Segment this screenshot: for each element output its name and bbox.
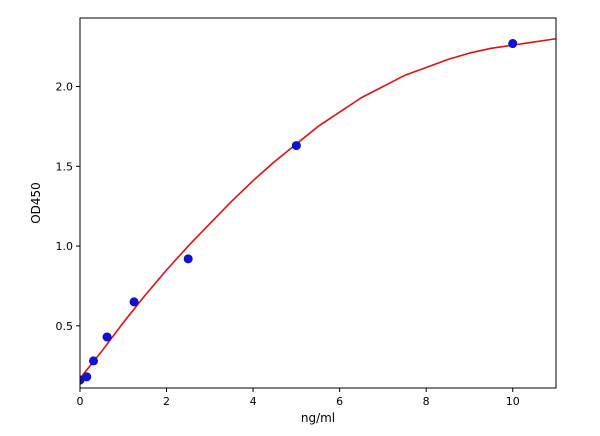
fit-curve <box>80 37 556 379</box>
data-point <box>508 39 518 49</box>
y-tick-label: 1.5 <box>56 160 74 173</box>
data-point <box>183 254 193 264</box>
data-point <box>129 297 139 307</box>
plot-frame <box>79 17 557 389</box>
plot-area <box>80 37 556 385</box>
x-tick-label: 0 <box>77 395 84 408</box>
axes: 0 2 4 6 8 10 0.5 1.0 1.5 2.0 <box>56 17 557 408</box>
y-tick-label: 2.0 <box>56 81 74 94</box>
y-tick-label: 1.0 <box>56 240 74 253</box>
x-axis-label: ng/ml <box>301 411 335 425</box>
x-tick-label: 8 <box>423 395 430 408</box>
data-point <box>291 141 301 151</box>
x-tick-label: 6 <box>336 395 343 408</box>
x-tick-label: 2 <box>163 395 170 408</box>
data-point <box>82 372 92 382</box>
data-point <box>89 356 99 366</box>
data-point <box>102 332 112 342</box>
y-tick-label: 0.5 <box>56 320 74 333</box>
y-axis-label: OD450 <box>29 182 43 224</box>
x-tick-label: 4 <box>250 395 257 408</box>
x-tick-label: 10 <box>506 395 520 408</box>
